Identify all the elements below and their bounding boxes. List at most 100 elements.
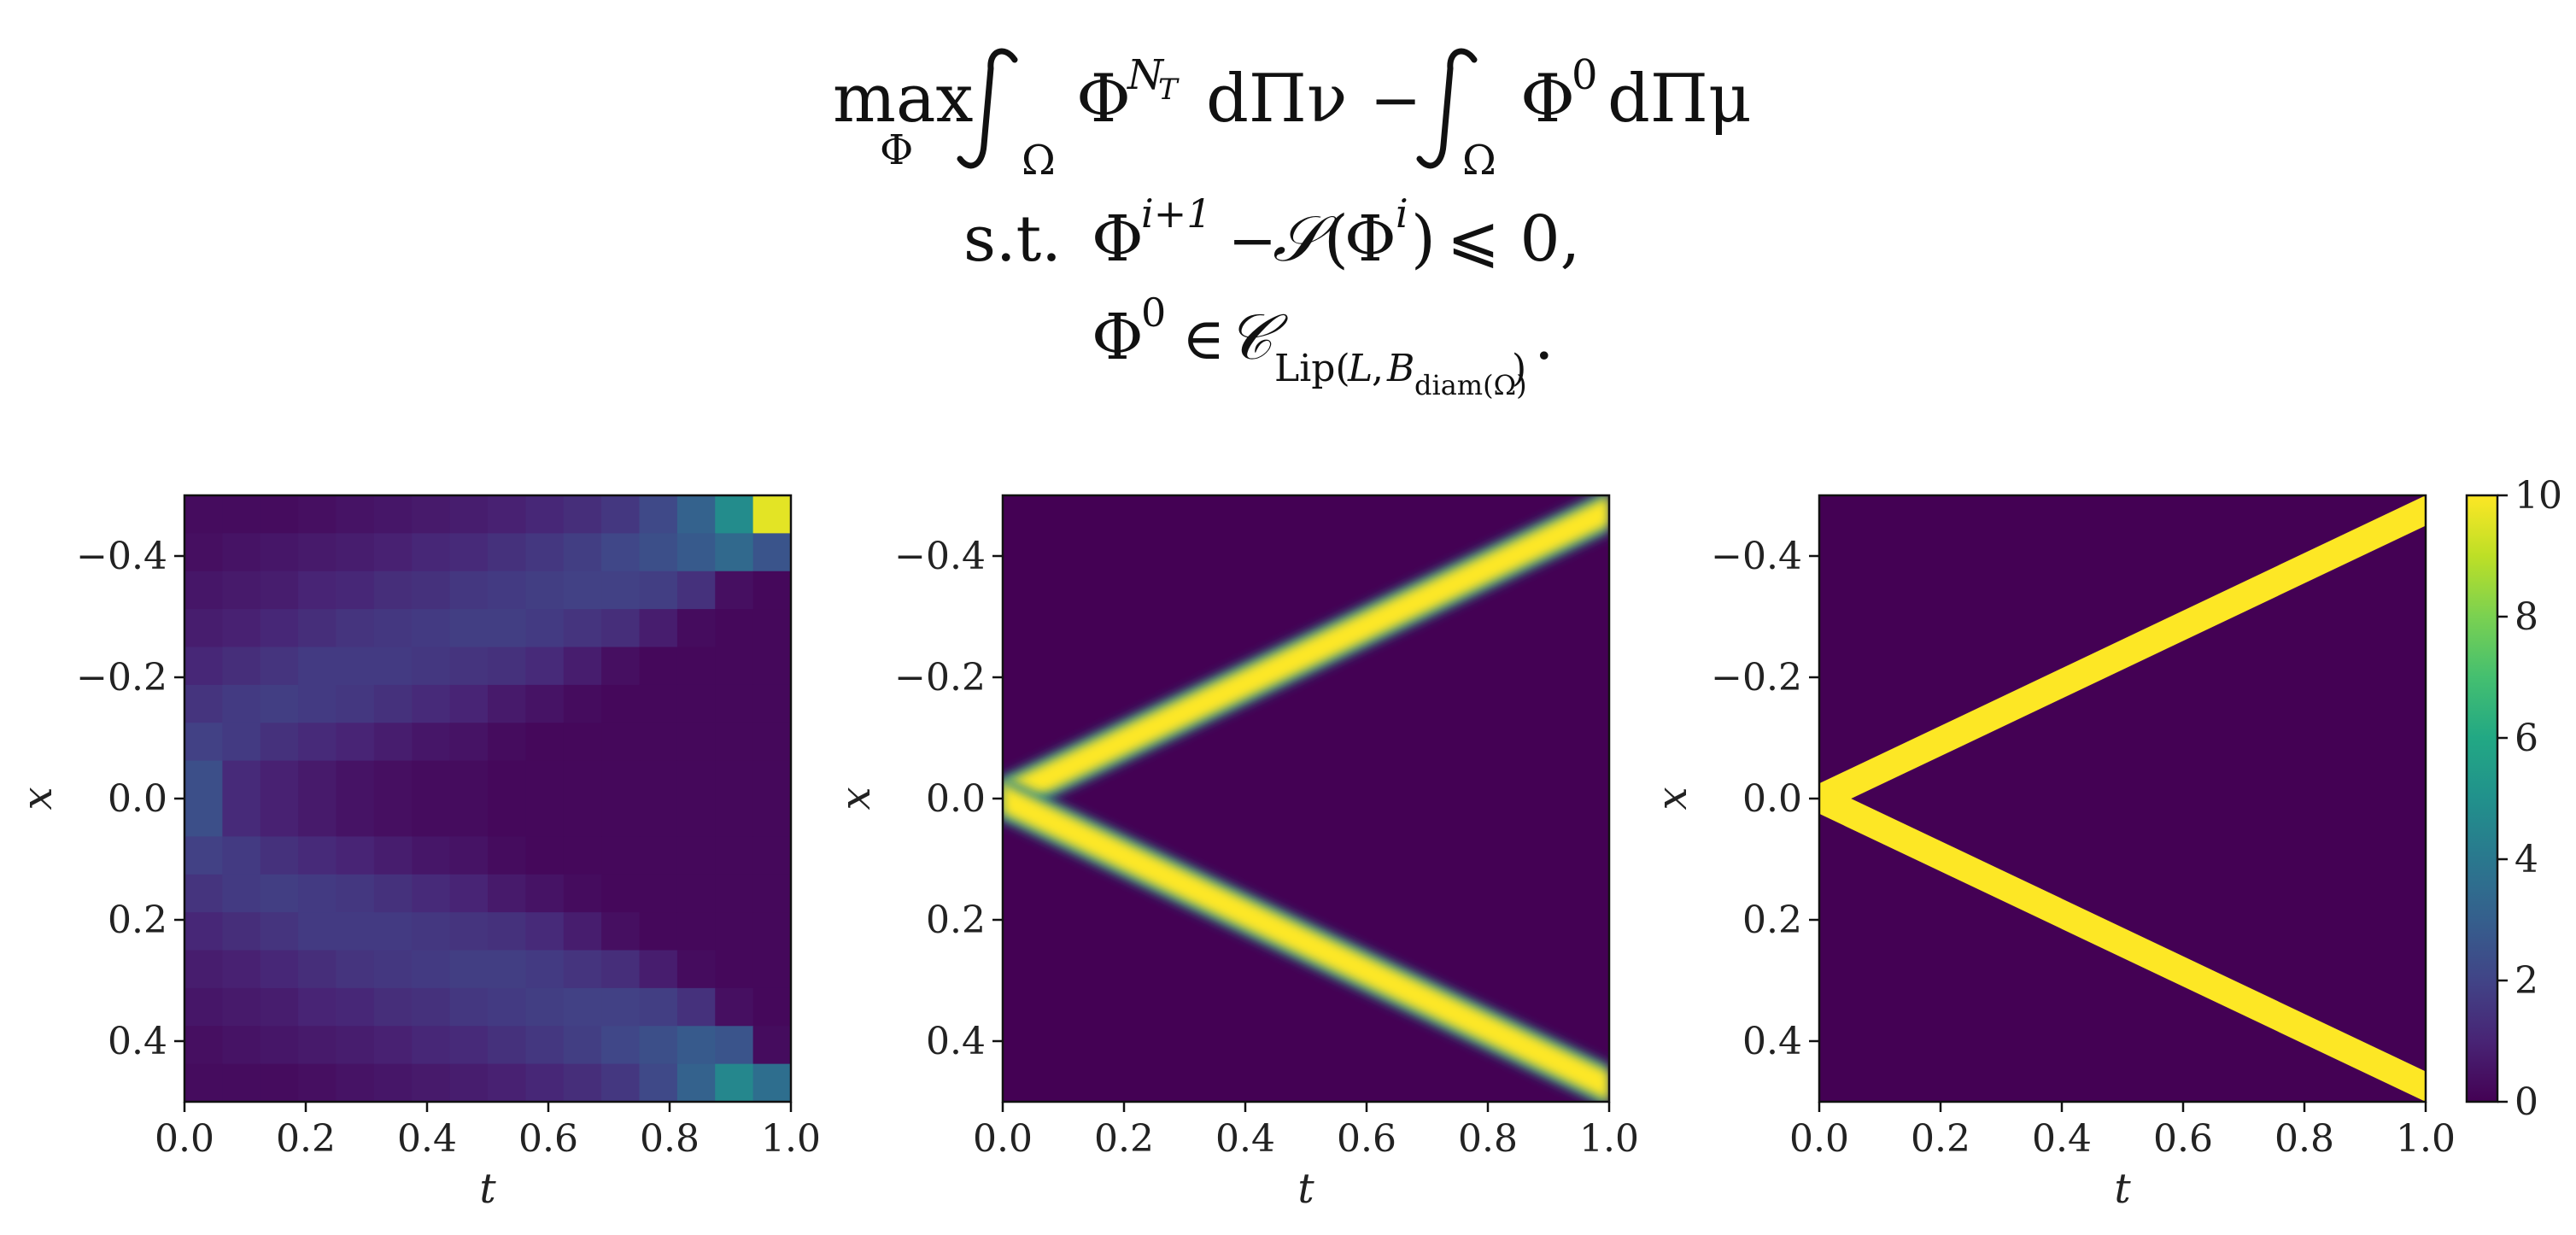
heatmap-cell: [449, 987, 489, 1027]
heatmap-cell: [752, 723, 792, 762]
colorbar-tick-label: 0: [2515, 1080, 2538, 1124]
heatmap-cell: [222, 684, 261, 723]
y-tick-label: 0.0: [926, 777, 986, 821]
heatmap-cell: [298, 1026, 337, 1065]
heatmap-cell: [715, 760, 754, 799]
heatmap-cell: [298, 609, 337, 648]
colorbar-gradient: [2465, 494, 2499, 1103]
heatmap-cell: [676, 799, 716, 837]
heatmap-cell: [525, 987, 565, 1027]
heatmap-panels: 0.0 0.2 0.4 0.6 0.8 1.0−0.4−0.20.00.20.4tx0.0…: [14, 494, 2456, 1213]
heatmap-cell: [601, 533, 641, 572]
heatmap-cell: [563, 647, 602, 686]
sub-diam: diam(Ω): [1414, 369, 1527, 401]
heatmap-cell: [184, 533, 223, 572]
heatmap-cell: [601, 836, 641, 875]
heatmap-cell: [260, 647, 299, 686]
heatmap-cell: [373, 912, 413, 951]
heatmap-cell: [601, 609, 641, 648]
heatmap-cell: [298, 760, 337, 799]
heatmap-cell: [752, 495, 792, 534]
heatmap-cell: [373, 950, 413, 989]
y-tick-label: 0.0: [1742, 777, 1802, 821]
heatmap-cell: [639, 950, 678, 989]
sub-L: L: [1347, 347, 1373, 390]
heatmap-cell: [449, 760, 489, 799]
heatmap-cell: [222, 760, 261, 799]
heatmap-cell: [639, 1026, 678, 1065]
heatmap-cell: [752, 799, 792, 837]
x-tick-label: 0.8: [1458, 1117, 1518, 1161]
paren-close: ): [1411, 202, 1436, 276]
heatmap-cell: [601, 723, 641, 762]
heatmap-cell: [752, 760, 792, 799]
x-axis-label: t: [479, 1165, 496, 1213]
heatmap-cell: [449, 1026, 489, 1065]
heatmap-cell: [222, 799, 261, 837]
heatmap-cell: [715, 495, 754, 534]
heatmap-cell: [336, 533, 375, 572]
phi-term-2: Φ: [1520, 61, 1575, 138]
colorbar-tick-label: 4: [2515, 838, 2538, 881]
heatmap-cell: [639, 1063, 678, 1103]
heatmap-cell: [222, 912, 261, 951]
heatmap-cell: [488, 571, 526, 610]
max-operator: max: [833, 61, 973, 138]
heatmap-cell: [488, 723, 526, 762]
heatmap-cell: [336, 723, 375, 762]
band-group: [1003, 495, 1609, 1102]
heatmap-cell: [601, 760, 641, 799]
heatmap-cell: [752, 987, 792, 1027]
heatmap-cell: [676, 647, 716, 686]
heatmap-panel-3: 0.0 0.2 0.4 0.6 0.8 1.0 −0.4 −0.2 0.0 0.2 0.4 t x: [1648, 494, 2456, 1213]
x-tick-label: 0.6: [1337, 1117, 1396, 1161]
heatmap-cell: [336, 647, 375, 686]
constraint-phi-i-sup: i: [1396, 190, 1408, 237]
colorbar-tick-label: 6: [2515, 717, 2538, 760]
heatmap-cell: [222, 874, 261, 913]
heatmap-cell: [449, 533, 489, 572]
heatmap-cell: [563, 912, 602, 951]
sub-B: B: [1386, 347, 1414, 390]
heatmap-cell: [639, 684, 678, 723]
heatmap-cell: [222, 495, 261, 534]
x-tick-label: 0.6: [518, 1117, 578, 1161]
heatmap-cell: [184, 836, 223, 875]
heatmap-cell: [488, 1026, 526, 1065]
heatmap-panel-2: 0.0 0.2 0.4 0.6 0.8 1.0 −0.4 −0.2 0.0 0.2 0.4 t x: [832, 494, 1639, 1213]
heatmap-cell: [412, 874, 451, 913]
heatmap-cell: [412, 495, 451, 534]
heatmap-cell: [298, 723, 337, 762]
heatmap-cell: [222, 723, 261, 762]
heatmap-cell: [373, 723, 413, 762]
heatmap-cell: [184, 912, 223, 951]
heatmap-cell: [715, 533, 754, 572]
x-tick-label: 1.0: [2396, 1117, 2456, 1161]
phi-term-1-sup-sub: T: [1158, 73, 1180, 107]
heatmap-cell: [525, 723, 565, 762]
constraint-rhs: ⩽ 0,: [1447, 202, 1580, 276]
heatmap-cell: [184, 799, 223, 837]
integral-1-subscript: Ω: [1022, 137, 1056, 184]
x-tick-label: 0.0: [973, 1117, 1033, 1161]
colorbar-tick-label: 2: [2515, 959, 2538, 1003]
heatmap-cell: [184, 760, 223, 799]
heatmap-cell: [449, 874, 489, 913]
heatmap-cell: [449, 495, 489, 534]
heatmap-cell: [412, 987, 451, 1027]
heatmap-cell: [373, 1026, 413, 1065]
heatmap-cell: [525, 912, 565, 951]
sub-close: ): [1512, 347, 1526, 390]
heatmap-cell: [184, 987, 223, 1027]
heatmap-cell: [336, 609, 375, 648]
heatmap-cell: [298, 647, 337, 686]
heatmap-cell: [525, 571, 565, 610]
heatmap-cell: [298, 495, 337, 534]
heatmap-cell: [715, 723, 754, 762]
heatmap-cell: [449, 723, 489, 762]
heatmap-cell: [488, 836, 526, 875]
y-tick-label: 0.2: [108, 898, 167, 942]
heatmap-cell: [715, 1063, 754, 1103]
heatmap-cell: [260, 495, 299, 534]
heatmap-cell: [184, 1063, 223, 1103]
